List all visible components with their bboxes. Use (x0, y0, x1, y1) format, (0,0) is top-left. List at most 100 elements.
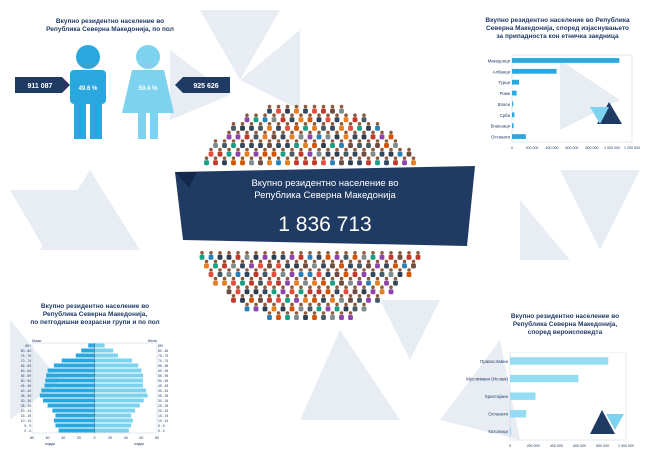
logo-triangle-icon (606, 414, 624, 430)
crowd-person-body (231, 297, 236, 303)
crowd-person-head (357, 294, 362, 298)
male-value-arrow (15, 77, 70, 93)
crowd-person-body (208, 254, 214, 260)
crowd-person-body (307, 289, 313, 295)
crowd-person-head (290, 268, 294, 272)
crowd-person-head (263, 302, 267, 307)
pyramid-female-bar (94, 418, 133, 423)
crowd-person-body (312, 280, 317, 286)
pyramid-female-bar (94, 348, 114, 353)
crowd-person-head (294, 311, 299, 315)
crowd-person-body (321, 125, 326, 131)
crowd-person-head (294, 294, 299, 298)
crowd-person-body (280, 306, 286, 312)
crowd-person-body (343, 289, 349, 295)
crowd-person-body (339, 108, 344, 114)
crowd-person-head (402, 156, 407, 160)
female-value: 925 626 (193, 83, 218, 90)
crowd-person-head (335, 268, 339, 272)
crowd-person-head (263, 113, 267, 117)
crowd-person-head (231, 122, 236, 126)
ethnic-bar (512, 79, 520, 85)
crowd-person-body (289, 254, 295, 260)
ethnic-bar (512, 90, 517, 96)
crowd-person-head (276, 311, 281, 315)
crowd-person-head (299, 113, 303, 117)
crowd-person-head (384, 139, 389, 143)
pyramid-female-bar (94, 358, 132, 363)
pyramid-left-label: Мажи (32, 339, 41, 343)
crowd-person-head (353, 251, 357, 255)
pyramid-age-label-left: 70 - 74 (21, 359, 31, 363)
crowd-person-body (298, 254, 304, 260)
crowd-person-body (231, 143, 236, 148)
crowd-person-head (290, 113, 294, 117)
pyramid-age-label-right: 80 - 84 (158, 349, 168, 353)
pyramid-age-label-right: 65 - 69 (158, 364, 168, 368)
crowd-person-body (276, 143, 281, 148)
crowd-person-body (316, 289, 322, 295)
crowd-person-head (312, 311, 317, 315)
crowd-person-body (276, 280, 281, 286)
crowd-person-head (344, 285, 348, 289)
crowd-person-head (303, 259, 308, 264)
pyramid-male-bar (41, 388, 95, 393)
pyramid-male-bar (53, 418, 95, 423)
crowd-person-head (321, 156, 326, 160)
crowd-person-body (267, 143, 272, 148)
ethnic-tick-label: 800 000 (586, 146, 599, 150)
pyramid-male-bar (75, 353, 95, 358)
crowd-person-body (226, 134, 232, 140)
crowd-person-body (384, 263, 389, 269)
crowd-person-body (411, 263, 416, 269)
religion-category-label: Христијани (485, 394, 509, 399)
ethnic-category-label: Турци (498, 80, 510, 85)
crowd-person-body (312, 263, 317, 269)
crowd-person-head (384, 156, 389, 160)
crowd-person-body (366, 125, 371, 131)
crowd-person-head (339, 259, 344, 264)
crowd-person-body (379, 134, 385, 140)
crowd-person-body (388, 151, 394, 157)
crowd-person-head (335, 285, 339, 289)
crowd-person-body (330, 297, 335, 303)
crowd-person-head (330, 294, 335, 298)
crowd-person-body (339, 160, 344, 166)
pyramid-age-label-left: 30 - 34 (21, 399, 31, 403)
pyramid-age-label-right: 5 - 9 (158, 424, 165, 428)
crowd-person-head (231, 139, 236, 143)
crowd-person-body (258, 280, 263, 286)
crowd-person-head (330, 276, 335, 281)
crowd-person-body (222, 263, 227, 269)
crowd-person-body (235, 272, 241, 277)
crowd-person-head (348, 294, 353, 298)
crowd-person-head (321, 311, 326, 315)
crowd-person-body (343, 272, 349, 277)
pyramid-male-bar (47, 403, 95, 408)
crowd-person-head (263, 268, 267, 272)
religion-category-label: Католици (488, 429, 508, 434)
pyramid-age-label-right: 40 - 44 (158, 389, 168, 393)
crowd-person-body (240, 297, 245, 303)
crowd-person-head (362, 302, 366, 307)
crowd-person-head (272, 268, 276, 272)
crowd-person-head (339, 122, 344, 126)
pyramid-tick-label: 60 (46, 436, 50, 440)
crowd-person-body (289, 306, 295, 312)
pyramid-age-label-right: 75 - 79 (158, 354, 168, 358)
crowd-person-body (375, 143, 380, 148)
crowd-person-head (321, 122, 326, 126)
crowd-person-body (213, 263, 218, 269)
crowd-person-body (316, 151, 322, 157)
crowd-person-head (308, 285, 312, 289)
pyramid-left-unit: илјади (45, 442, 55, 446)
crowd-person-body (370, 134, 376, 140)
crowd-person-body (370, 289, 376, 295)
crowd-person-head (222, 139, 227, 143)
pyramid-age-label-right: 30 - 34 (158, 399, 168, 403)
crowd-person-head (294, 122, 299, 126)
ethnic-category-label: Албанци (493, 69, 511, 74)
pyramid-tick-label: 20 (77, 436, 81, 440)
crowd-person-body (244, 306, 250, 312)
crowd-person-head (353, 113, 357, 117)
